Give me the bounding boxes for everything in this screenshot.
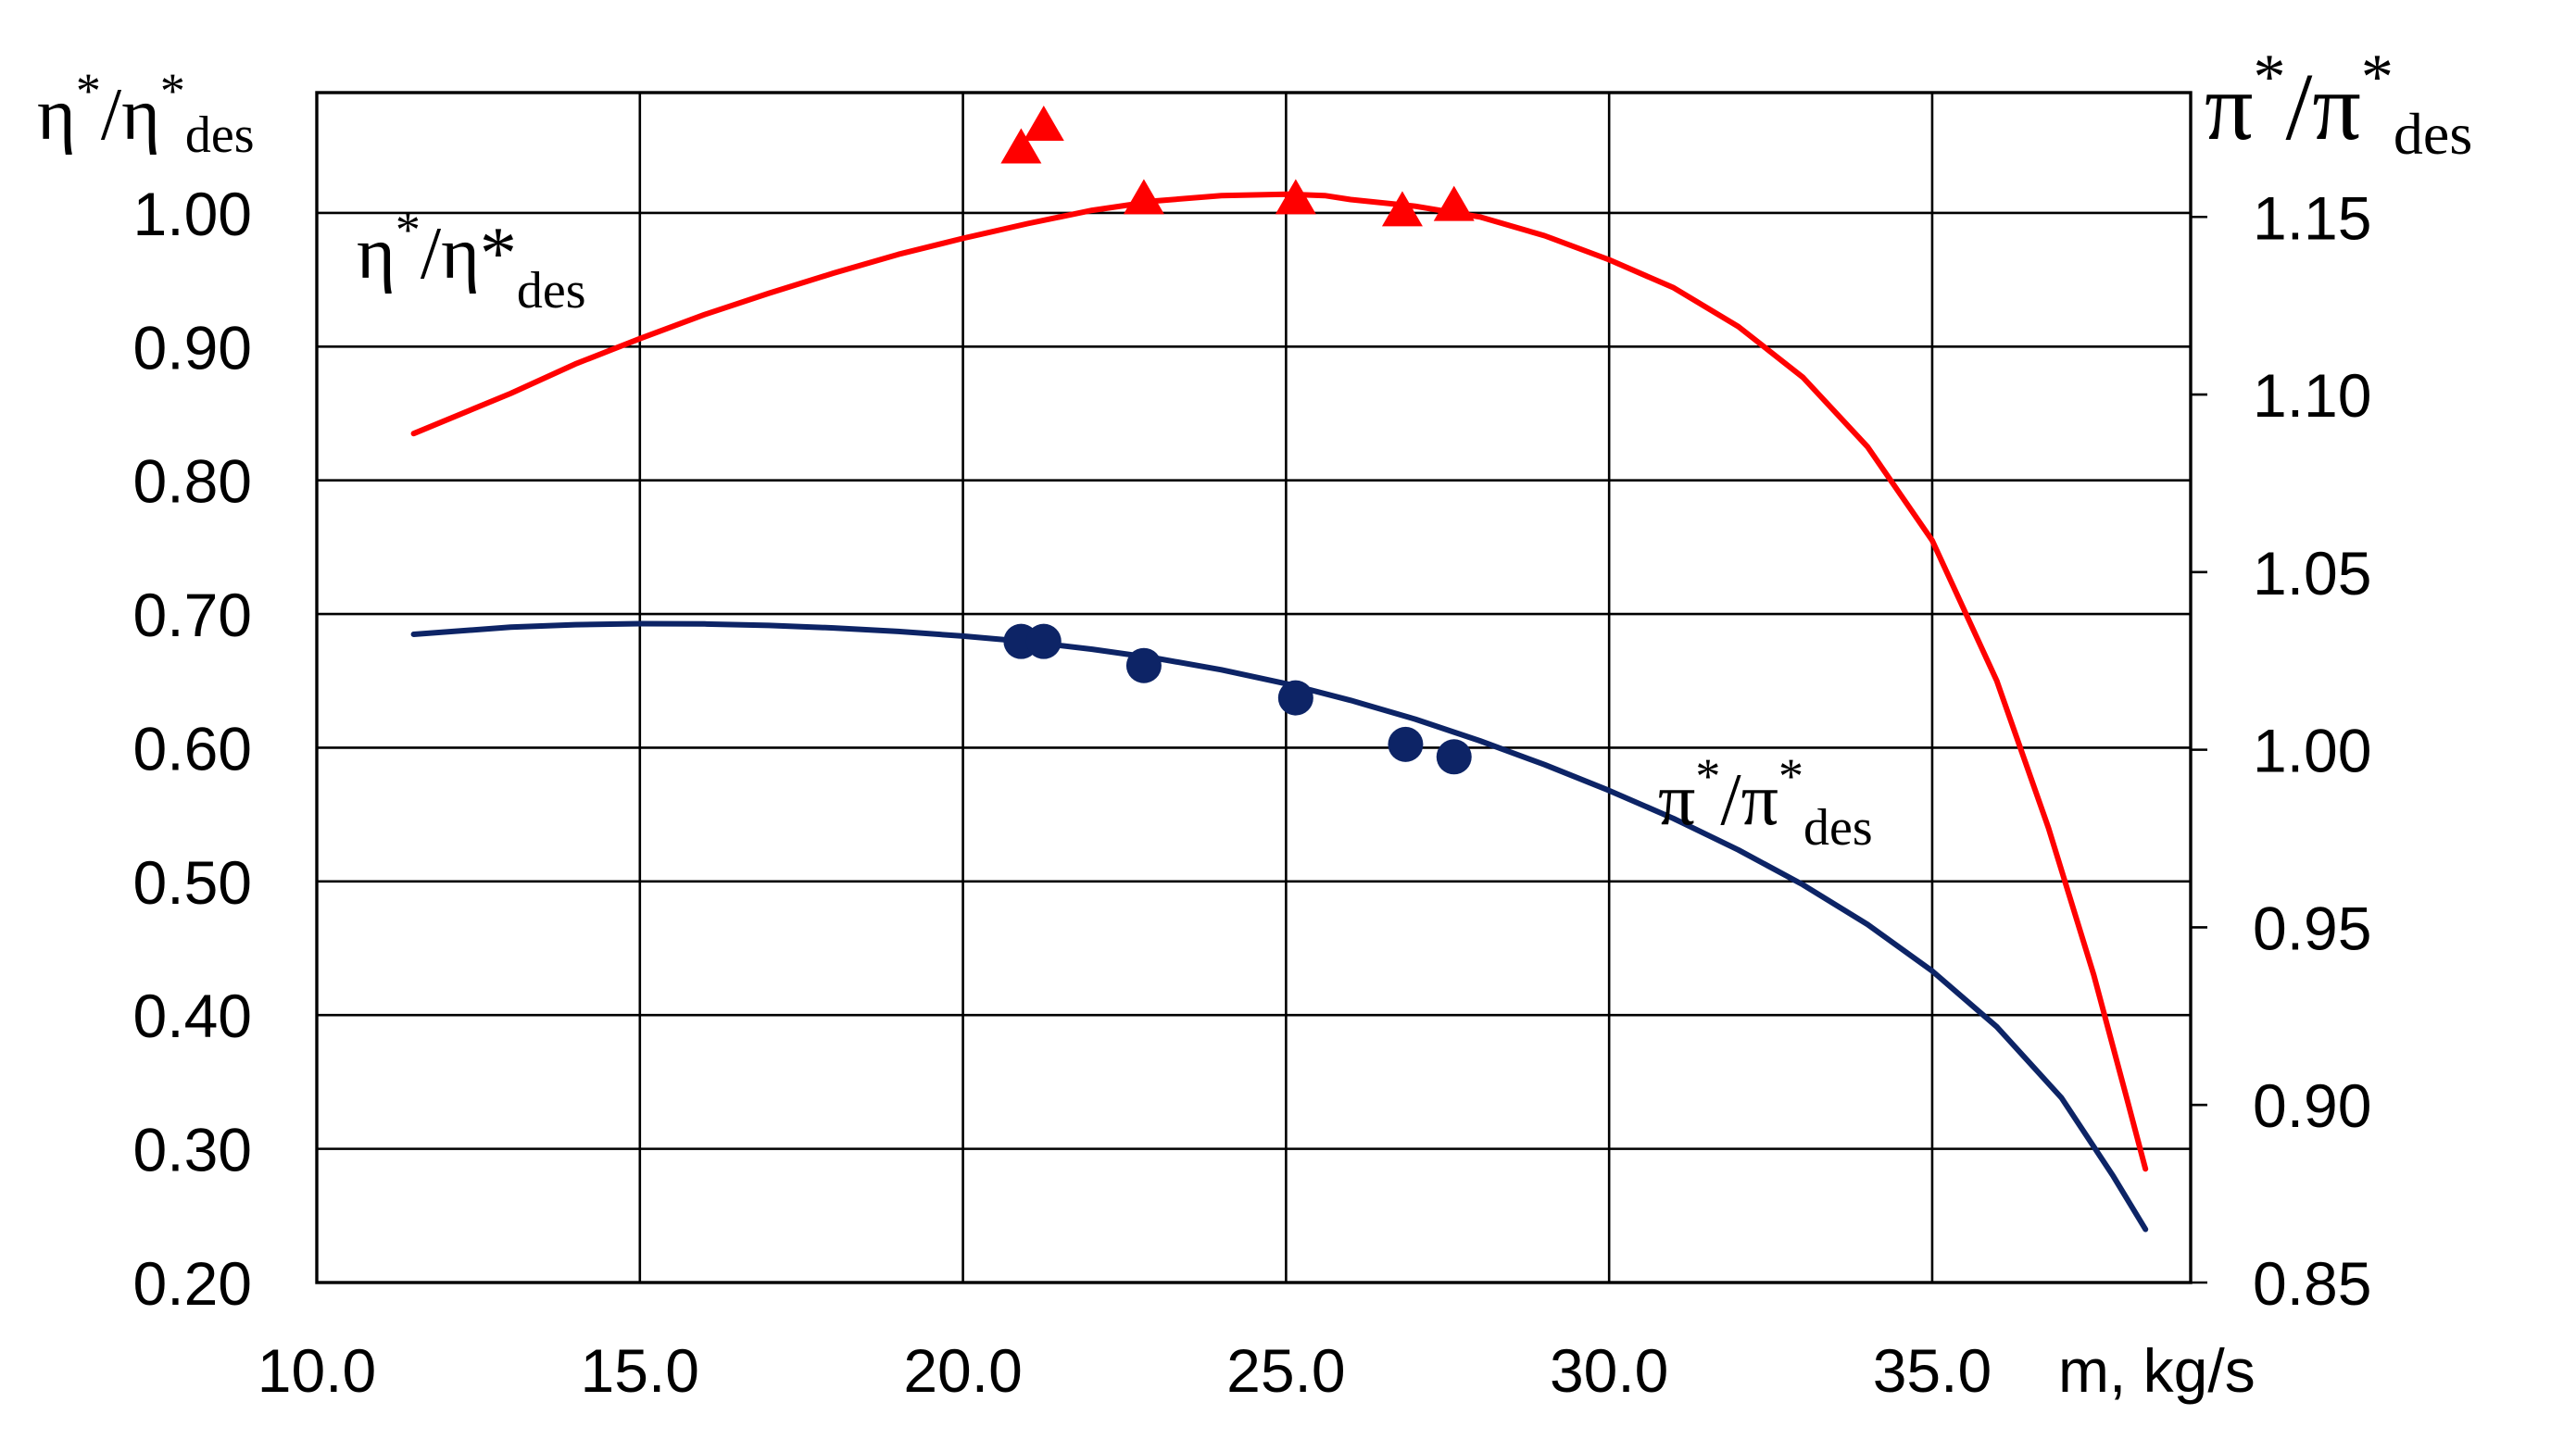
- series-0-marker: [1000, 128, 1042, 164]
- y-right-tick-label: 0.85: [2253, 1249, 2371, 1318]
- pi-series-label: π*/π*des: [1658, 748, 1873, 857]
- series-0-line: [410, 191, 2149, 1172]
- eta-series-label: η*/η*des: [357, 202, 586, 319]
- series-0-marker: [1123, 179, 1164, 215]
- y-left-tick-label: 0.50: [133, 848, 252, 917]
- x-tick-label: 30.0: [1550, 1336, 1668, 1405]
- series-layer: [410, 105, 2149, 1233]
- series-0-marker: [1275, 179, 1316, 215]
- x-tick-label: 10.0: [258, 1336, 376, 1405]
- series-0-marker: [1381, 191, 1423, 227]
- x-tick-label: 25.0: [1226, 1336, 1345, 1405]
- y-right-tick-label: 1.00: [2253, 717, 2371, 785]
- y-left-tick-label: 0.30: [133, 1116, 252, 1184]
- y-right-tick-label: 0.95: [2253, 894, 2371, 962]
- y-left-tick-label: 1.00: [133, 180, 252, 248]
- right-axis-title: π*/π*des: [2205, 42, 2472, 167]
- y-left-tick-label: 0.40: [133, 982, 252, 1050]
- series-1-marker: [1125, 647, 1162, 683]
- x-axis-title: m, kg/s: [2058, 1336, 2256, 1405]
- series-1-line: [410, 620, 2149, 1233]
- plot-frame: [315, 91, 2193, 1284]
- x-tick-label: 15.0: [581, 1336, 699, 1405]
- grid-layer: [317, 93, 2191, 1283]
- y-left-tick-label: 0.60: [133, 714, 252, 782]
- series-1-marker: [1388, 726, 1424, 762]
- series-0-marker: [1433, 185, 1475, 221]
- y-left-tick-label: 0.70: [133, 581, 252, 649]
- x-tick-label: 35.0: [1873, 1336, 1992, 1405]
- y-right-tick-label: 0.90: [2253, 1071, 2371, 1140]
- y-left-tick-label: 0.80: [133, 447, 252, 516]
- tick-layer: 10.0 15.0 20.0 25.0 30.0 35.0 0.20 0.30 0.40 0.50…: [133, 180, 2372, 1405]
- y-right-tick-label: 1.05: [2253, 539, 2371, 607]
- y-right-tick-label: 1.15: [2253, 183, 2371, 252]
- y-left-tick-label: 0.90: [133, 313, 252, 382]
- y-left-tick-label: 0.20: [133, 1249, 252, 1318]
- y-right-tick-label: 1.10: [2253, 361, 2371, 430]
- x-tick-label: 20.0: [903, 1336, 1022, 1405]
- series-1-marker: [1436, 739, 1472, 775]
- left-axis-title: η*/η*des: [37, 63, 255, 164]
- series-1-marker: [1025, 623, 1062, 659]
- series-1-marker: [1277, 680, 1313, 716]
- series-0-marker: [1023, 105, 1064, 141]
